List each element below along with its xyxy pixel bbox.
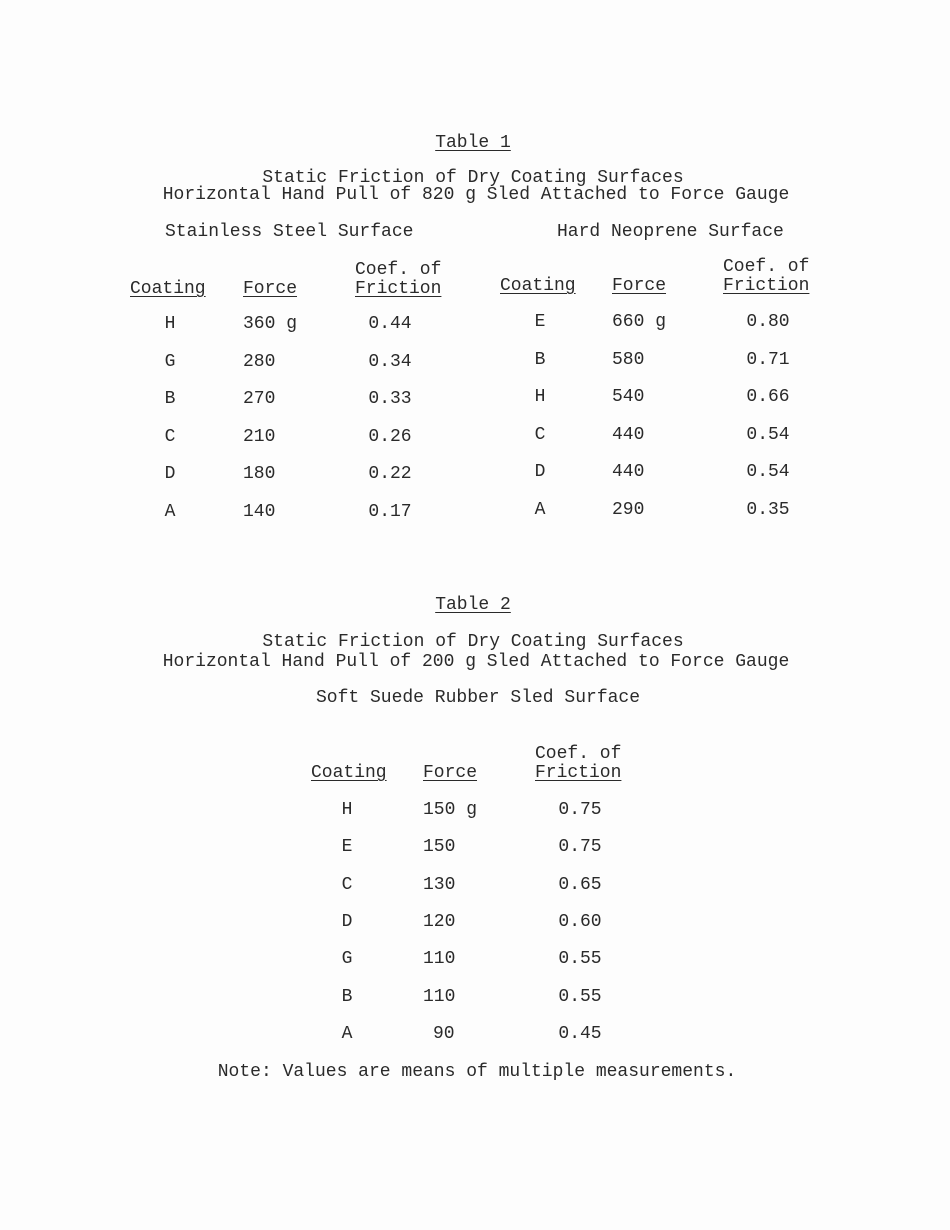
header-coef-line1: Coef. of — [723, 257, 810, 277]
row-coating: G — [164, 351, 176, 372]
row-force: 360 g — [243, 314, 298, 334]
row-force: 110 — [423, 949, 456, 970]
header-coef-line2: Friction — [535, 763, 622, 783]
row-coating: G — [341, 949, 353, 970]
table2-subtitle-line1: Static Friction of Dry Coating Surfaces — [262, 632, 684, 652]
header-force: Force — [612, 276, 667, 296]
table1-subtitle-line2: Horizontal Hand Pull of 820 g Sled Attac… — [162, 185, 790, 205]
header-force: Force — [423, 763, 478, 783]
row-coef: 0.80 — [746, 312, 790, 332]
header-coating: Coating — [130, 279, 206, 299]
row-coef: 0.54 — [746, 424, 790, 445]
note: Note: Values are means of multiple measu… — [217, 1062, 737, 1082]
row-coef: 0.66 — [746, 387, 790, 408]
row-coef: 0.45 — [558, 1023, 602, 1044]
row-force: 90 — [433, 1023, 455, 1044]
row-force: 180 — [243, 464, 276, 485]
row-force: 440 — [612, 462, 645, 483]
row-coef: 0.75 — [558, 837, 602, 858]
table1-right-surface: Hard Neoprene Surface — [557, 222, 784, 242]
row-coef: 0.55 — [558, 949, 602, 970]
row-coef: 0.17 — [368, 502, 412, 522]
row-force: 130 — [423, 874, 456, 895]
row-force: 210 — [243, 426, 276, 447]
row-coating: H — [534, 387, 546, 408]
header-coef-line2: Friction — [355, 279, 442, 299]
row-coating: E — [341, 837, 353, 858]
row-coef: 0.26 — [368, 426, 412, 447]
row-coating: D — [534, 462, 546, 483]
row-coating: A — [341, 1023, 353, 1044]
row-force: 120 — [423, 911, 456, 932]
row-force: 440 — [612, 424, 645, 445]
row-coef: 0.71 — [746, 349, 790, 370]
row-coating: D — [164, 464, 176, 485]
row-force: 110 — [423, 986, 456, 1007]
row-coating: A — [534, 500, 546, 520]
row-coating: H — [164, 314, 176, 334]
row-coef: 0.60 — [558, 911, 602, 932]
row-coef: 0.35 — [746, 500, 790, 520]
table2-surface: Soft Suede Rubber Sled Surface — [315, 688, 641, 708]
row-coef: 0.65 — [558, 874, 602, 895]
row-force: 280 — [243, 351, 276, 372]
row-coating: D — [341, 911, 353, 932]
row-force: 270 — [243, 389, 276, 410]
row-force: 660 g — [612, 312, 667, 332]
row-coating: C — [534, 424, 546, 445]
row-coef: 0.75 — [558, 800, 602, 820]
row-coef: 0.22 — [368, 464, 412, 485]
header-coef-line1: Coef. of — [535, 744, 622, 764]
row-force: 140 — [243, 502, 276, 522]
row-coating: B — [164, 389, 176, 410]
row-force: 150 g — [423, 800, 478, 820]
header-coef-line2: Friction — [723, 276, 810, 296]
table2-subtitle-line2: Horizontal Hand Pull of 200 g Sled Attac… — [162, 652, 790, 672]
row-coating: A — [164, 502, 176, 522]
row-force: 580 — [612, 349, 645, 370]
row-coef: 0.33 — [368, 389, 412, 410]
header-force: Force — [243, 279, 298, 299]
row-coating: E — [534, 312, 546, 332]
header-coef-line1: Coef. of — [355, 260, 442, 280]
table1-subtitle-line1: Static Friction of Dry Coating Surfaces — [262, 168, 684, 188]
row-force: 540 — [612, 387, 645, 408]
header-coating: Coating — [500, 276, 576, 296]
row-force: 290 — [612, 500, 645, 520]
header-coating: Coating — [311, 763, 387, 783]
row-coef: 0.34 — [368, 351, 412, 372]
row-coating: B — [534, 349, 546, 370]
row-coef: 0.55 — [558, 986, 602, 1007]
row-coating: C — [341, 874, 353, 895]
table1-left-surface: Stainless Steel Surface — [165, 222, 414, 242]
row-coef: 0.54 — [746, 462, 790, 483]
table2-title: Table 2 — [435, 595, 511, 615]
row-coating: C — [164, 426, 176, 447]
row-coating: H — [341, 800, 353, 820]
table1-title: Table 1 — [435, 133, 511, 153]
row-force: 150 — [423, 837, 456, 858]
row-coating: B — [341, 986, 353, 1007]
row-coef: 0.44 — [368, 314, 412, 334]
